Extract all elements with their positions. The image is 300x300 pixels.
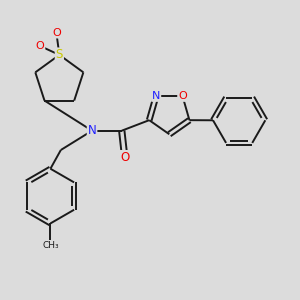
Text: O: O: [178, 91, 187, 101]
Text: O: O: [36, 41, 44, 51]
Text: N: N: [152, 91, 160, 101]
Text: N: N: [88, 124, 96, 137]
Text: O: O: [120, 151, 129, 164]
Text: CH₃: CH₃: [42, 241, 59, 250]
Text: O: O: [52, 28, 61, 38]
Text: S: S: [56, 48, 63, 62]
